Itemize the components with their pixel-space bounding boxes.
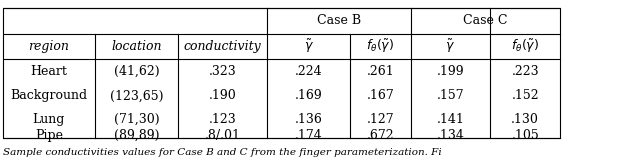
Text: Pipe: Pipe — [35, 128, 63, 142]
Text: .169: .169 — [294, 89, 323, 102]
Text: location: location — [111, 40, 162, 53]
Text: .672: .672 — [367, 128, 394, 142]
Text: .127: .127 — [367, 113, 394, 126]
Text: $\tilde{\gamma}$: $\tilde{\gamma}$ — [303, 38, 314, 55]
Text: .136: .136 — [294, 113, 323, 126]
Text: .167: .167 — [366, 89, 394, 102]
Text: (89,89): (89,89) — [114, 128, 159, 142]
Bar — [3, 8, 561, 138]
Text: .223: .223 — [511, 65, 539, 78]
Text: Lung: Lung — [33, 113, 65, 126]
Text: .174: .174 — [294, 128, 323, 142]
Text: $f_{\theta}(\tilde{\gamma})$: $f_{\theta}(\tilde{\gamma})$ — [511, 38, 540, 55]
Text: .152: .152 — [511, 89, 539, 102]
Text: Background: Background — [10, 89, 88, 102]
Text: Heart: Heart — [30, 65, 67, 78]
Text: .141: .141 — [436, 113, 464, 126]
Text: conductivity: conductivity — [184, 40, 261, 53]
Text: .224: .224 — [295, 65, 323, 78]
Text: .323: .323 — [209, 65, 236, 78]
Text: .123: .123 — [209, 113, 236, 126]
Text: (123,65): (123,65) — [109, 89, 163, 102]
Text: Case C: Case C — [463, 14, 508, 27]
Text: .261: .261 — [366, 65, 394, 78]
Text: $\tilde{\gamma}$: $\tilde{\gamma}$ — [445, 38, 455, 55]
Text: (71,30): (71,30) — [114, 113, 159, 126]
Text: .157: .157 — [436, 89, 464, 102]
Text: Sample conductivities values for Case B and C from the finger parameterization. : Sample conductivities values for Case B … — [3, 148, 442, 157]
Text: .199: .199 — [436, 65, 464, 78]
Text: .8/.01: .8/.01 — [205, 128, 241, 142]
Text: .105: .105 — [511, 128, 539, 142]
Text: (41,62): (41,62) — [114, 65, 159, 78]
Text: Case B: Case B — [317, 14, 361, 27]
Text: .190: .190 — [209, 89, 236, 102]
Text: .130: .130 — [511, 113, 540, 126]
Text: .134: .134 — [436, 128, 464, 142]
Text: $f_{\theta}(\tilde{\gamma})$: $f_{\theta}(\tilde{\gamma})$ — [366, 38, 394, 55]
Text: region: region — [28, 40, 69, 53]
